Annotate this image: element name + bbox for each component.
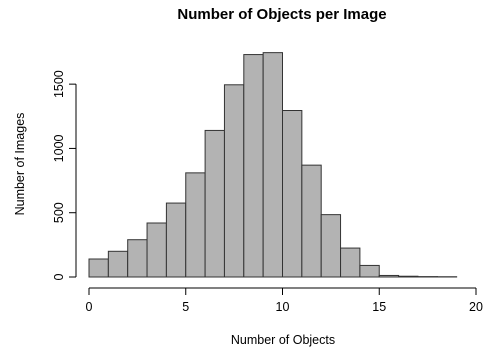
x-axis: 0 5 10 15 20 xyxy=(86,287,483,314)
x-axis-label: Number of Objects xyxy=(231,333,335,347)
y-tick-label: 1000 xyxy=(52,134,66,162)
histogram-bar xyxy=(127,239,148,278)
histogram-bar xyxy=(185,172,206,278)
histogram-bar xyxy=(301,164,322,278)
histogram-bar xyxy=(359,264,380,278)
histogram-bar xyxy=(243,54,264,278)
y-tick-label: 500 xyxy=(52,202,66,223)
histogram-bar xyxy=(88,258,109,278)
histogram-bar xyxy=(378,274,400,278)
histogram-bar xyxy=(146,222,167,278)
y-axis: 0 500 1000 1500 xyxy=(52,70,77,280)
chart-title: Number of Objects per Image xyxy=(177,6,386,23)
x-tick-label: 15 xyxy=(372,300,386,314)
histogram-bars xyxy=(88,52,458,278)
histogram-bar xyxy=(204,129,225,278)
histogram-bar xyxy=(282,110,303,278)
histogram-bar xyxy=(262,52,283,278)
y-tick-label: 0 xyxy=(52,273,66,280)
x-tick-label: 20 xyxy=(469,300,483,314)
histogram-bar xyxy=(398,275,419,278)
histogram-bar xyxy=(340,247,361,278)
y-tick-label: 1500 xyxy=(52,70,66,98)
x-tick-label: 5 xyxy=(182,300,189,314)
x-tick-label: 10 xyxy=(276,300,290,314)
histogram-bar xyxy=(107,250,129,278)
x-tick-label: 0 xyxy=(86,300,93,314)
histogram-bar xyxy=(320,214,342,278)
y-axis-label: Number of Images xyxy=(13,113,27,216)
histogram-bar xyxy=(223,84,245,278)
histogram-bar xyxy=(165,202,187,278)
